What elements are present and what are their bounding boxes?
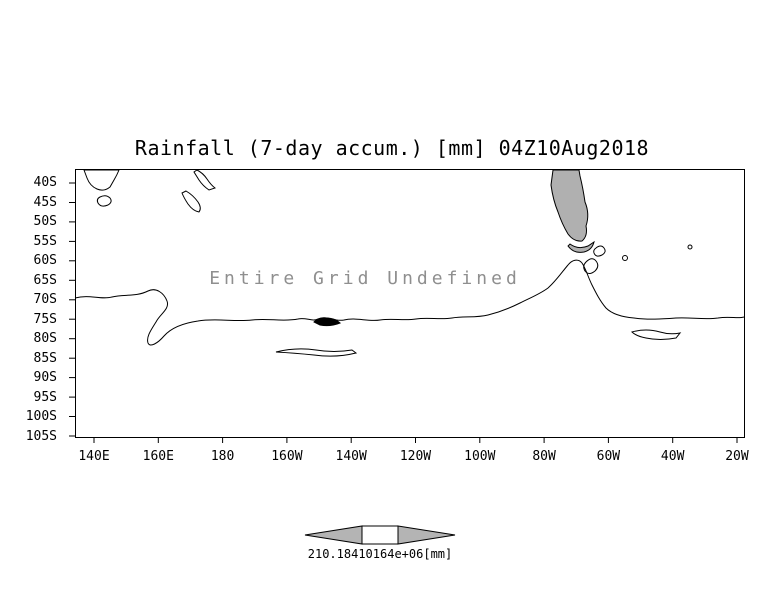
antarctica-coastline [74,259,745,346]
tierra-del-fuego [567,240,595,253]
plot-title: Rainfall (7-day accum.) [mm] 04Z10Aug201… [134,136,650,160]
coastal-cluster [313,317,342,327]
lat-tick-label: 55S [33,233,57,249]
lon-tick-label: 180 [210,449,235,464]
peninsula-island [583,258,599,274]
south-georgia-island [687,244,693,250]
lon-tick-label: 160W [271,449,303,464]
small-island [96,195,112,207]
map-frame [75,169,745,438]
lat-tick-label: 40S [33,175,57,190]
lon-tick-label: 20W [725,449,749,464]
peninsula-island [593,245,606,257]
ross-shelf-edge [275,348,358,357]
new-zealand-north-island [193,169,217,191]
lat-tick-label: 100S [25,409,57,425]
falkland-island [622,255,628,261]
lat-tick-label: 45S [33,194,57,210]
lon-tick-label: 40W [660,449,685,464]
lon-ticks [93,437,738,443]
lon-tick-label: 60W [596,449,621,464]
lat-tick-label: 90S [33,370,57,386]
south-america-landmass [550,169,589,242]
lon-tick-label: 140E [78,449,110,464]
lat-tick-label: 75S [33,311,57,327]
lon-tick-label: 80W [532,449,556,464]
lat-tick-label: 95S [33,389,57,405]
lon-tick-label: 140W [335,449,367,464]
latitude-axis-labels: 40S 45S 50S 55S 60S 65S 70S 75S 80S 85S … [0,176,66,443]
grid-undefined-message: Entire Grid Undefined [209,268,521,289]
colorbar-left-arrow [304,525,363,545]
lat-tick-label: 50S [33,214,57,230]
lon-tick-label: 100W [464,449,496,464]
colorbar [304,525,456,545]
new-zealand-south-island [181,190,201,213]
lat-tick-label: 65S [33,272,57,288]
colorbar-segment [361,525,399,545]
lat-ticks [69,182,75,437]
longitude-axis-labels: 140E 160E 180 160W 140W 120W 100W 80W 60… [72,450,759,463]
lat-tick-label: 60S [33,253,57,269]
coastlines [74,169,745,357]
lat-tick-label: 105S [25,428,57,444]
lon-tick-label: 160E [142,449,174,464]
lat-tick-label: 85S [33,350,57,366]
island-chain [631,329,682,340]
lat-tick-label: 80S [33,331,57,347]
colorbar-right-arrow [397,525,456,545]
lon-tick-label: 120W [399,449,432,464]
colorbar-label: 210.18410164e+06[mm] [307,547,453,561]
lat-tick-label: 70S [33,292,57,308]
tasmania-coastline [83,169,120,191]
